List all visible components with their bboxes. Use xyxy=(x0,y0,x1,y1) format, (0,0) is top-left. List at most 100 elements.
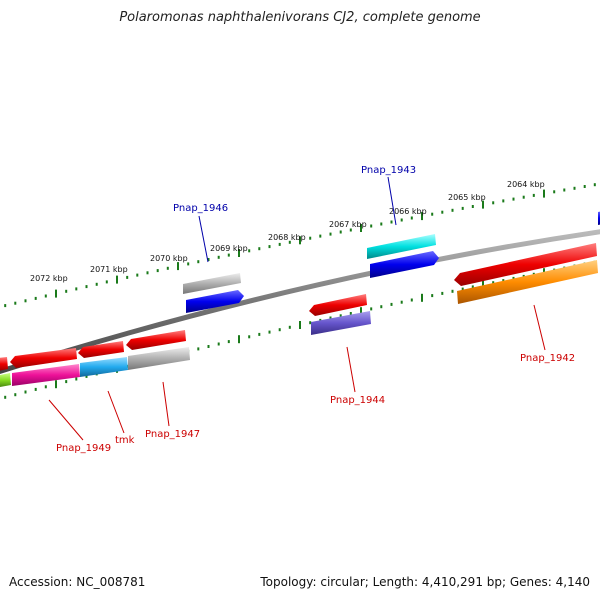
gene-feature[interactable] xyxy=(0,373,11,387)
major-tick xyxy=(238,335,240,344)
minor-tick xyxy=(441,210,444,214)
minor-tick xyxy=(248,249,251,253)
gene-feature[interactable] xyxy=(309,294,367,316)
gene-feature[interactable] xyxy=(0,357,8,371)
minor-tick xyxy=(410,216,413,220)
gene-label-pnap-1946[interactable]: Pnap_1946 xyxy=(173,203,228,214)
minor-tick xyxy=(441,291,444,295)
minor-tick xyxy=(532,193,535,197)
gene-feature[interactable] xyxy=(457,260,598,304)
major-tick xyxy=(116,275,118,284)
minor-tick xyxy=(14,301,17,305)
leader-line-pnap-1949 xyxy=(48,399,84,441)
minor-tick xyxy=(258,247,261,251)
minor-tick xyxy=(44,294,47,298)
major-tick xyxy=(55,380,57,389)
gene-feature[interactable] xyxy=(183,273,241,294)
gene-feature[interactable] xyxy=(126,330,186,350)
minor-tick xyxy=(319,234,322,238)
minor-tick xyxy=(461,206,464,210)
minor-tick xyxy=(217,342,220,346)
minor-tick xyxy=(329,232,332,236)
minor-tick xyxy=(451,208,454,212)
gene-feature[interactable] xyxy=(186,290,244,313)
minor-tick xyxy=(207,258,210,261)
gene-feature[interactable] xyxy=(12,364,80,386)
ruler-label-2065: 2065 kbp xyxy=(448,193,486,202)
reverse-strand-genes xyxy=(0,243,598,387)
major-tick xyxy=(421,212,423,221)
minor-tick xyxy=(400,218,403,222)
gene-label-pnap-1947[interactable]: Pnap_1947 xyxy=(145,429,200,440)
leader-lines xyxy=(48,176,546,441)
minor-tick xyxy=(34,296,37,300)
genome-summary: Topology: circular; Length: 4,410,291 bp… xyxy=(260,575,590,589)
minor-tick xyxy=(583,185,586,188)
ruler-label-2067: 2067 kbp xyxy=(329,220,367,229)
minor-tick xyxy=(471,205,474,208)
minor-tick xyxy=(309,321,312,325)
gene-label-tmk[interactable]: tmk xyxy=(115,435,135,446)
minor-tick xyxy=(390,220,393,224)
minor-tick xyxy=(4,304,7,308)
minor-tick xyxy=(44,385,47,389)
minor-tick xyxy=(197,260,200,264)
minor-tick xyxy=(329,316,332,320)
gene-feature[interactable] xyxy=(311,311,371,335)
minor-tick xyxy=(339,230,342,234)
gene-feature[interactable] xyxy=(454,243,597,286)
minor-tick xyxy=(126,275,129,279)
major-tick xyxy=(299,236,301,245)
minor-tick xyxy=(136,273,139,277)
minor-tick xyxy=(105,280,108,284)
major-tick xyxy=(360,224,362,232)
minor-tick xyxy=(34,387,37,391)
gene-feature[interactable] xyxy=(78,341,124,358)
minor-tick xyxy=(410,298,413,302)
ruler-label-2069: 2069 kbp xyxy=(210,244,248,253)
minor-tick xyxy=(75,377,78,381)
leader-line-pnap-1942 xyxy=(533,304,546,351)
minor-tick xyxy=(65,380,68,384)
genome-backbone xyxy=(0,229,600,375)
gene-feature[interactable] xyxy=(80,357,128,377)
gene-feature[interactable] xyxy=(367,234,436,259)
ruler-label-2070: 2070 kbp xyxy=(150,254,188,263)
minor-tick xyxy=(370,224,373,228)
leader-line-pnap-1944 xyxy=(346,346,356,393)
gene-feature[interactable] xyxy=(128,347,190,370)
minor-tick xyxy=(278,328,281,332)
major-tick xyxy=(360,307,362,316)
gene-feature[interactable] xyxy=(10,348,77,368)
minor-tick xyxy=(65,289,68,293)
ruler-label-2072: 2072 kbp xyxy=(30,274,68,283)
gene-label-pnap-1942[interactable]: Pnap_1942 xyxy=(520,353,575,364)
minor-tick xyxy=(95,282,98,286)
minor-tick xyxy=(24,299,27,303)
gene-label-pnap-1944[interactable]: Pnap_1944 xyxy=(330,395,385,406)
minor-tick xyxy=(156,269,159,273)
minor-tick xyxy=(380,305,383,309)
gene-label-pnap-1949[interactable]: Pnap_1949 xyxy=(56,443,111,454)
forward-strand-genes xyxy=(183,211,600,313)
major-tick xyxy=(299,321,301,329)
major-tick xyxy=(482,280,484,289)
major-tick xyxy=(55,289,57,298)
gene-feature[interactable] xyxy=(370,251,439,278)
outer-tick-track xyxy=(4,183,596,308)
minor-tick xyxy=(14,393,17,397)
gene-label-pnap-1943[interactable]: Pnap_1943 xyxy=(361,165,416,176)
major-tick xyxy=(177,262,179,271)
leader-line-pnap-1946 xyxy=(198,215,209,263)
ruler-label-2071: 2071 kbp xyxy=(90,265,128,274)
minor-tick xyxy=(278,242,281,246)
minor-tick xyxy=(85,285,88,289)
minor-tick xyxy=(288,325,291,329)
leader-line-pnap-1947 xyxy=(162,381,170,427)
minor-tick xyxy=(431,294,434,298)
ruler-label-2066: 2066 kbp xyxy=(389,207,427,216)
minor-tick xyxy=(390,302,393,306)
minor-tick xyxy=(349,312,352,315)
